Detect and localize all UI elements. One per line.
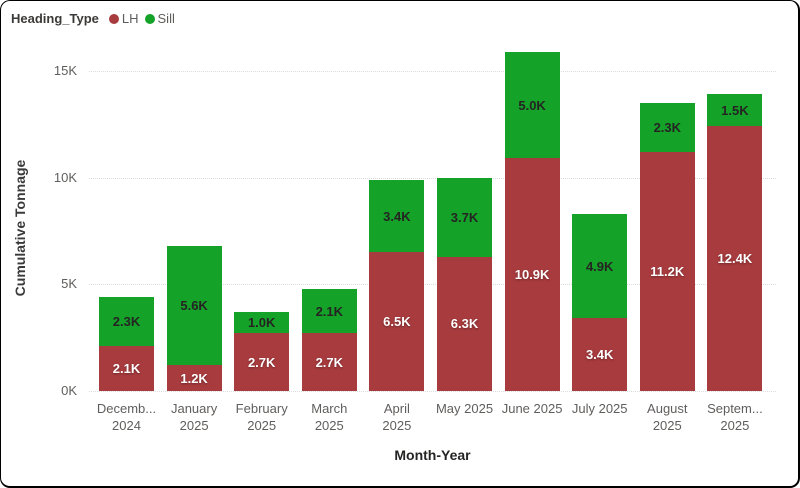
bar-segment-value-label: 1.5K — [721, 102, 749, 118]
legend-item-label: LH — [121, 11, 139, 26]
bar-segment-value-label: 12.4K — [717, 251, 753, 267]
bar-segment-sill[interactable]: 5.6K — [166, 245, 222, 366]
x-tick-label-line: Decemb... — [96, 401, 157, 416]
legend-color-dot — [108, 13, 119, 24]
y-tick-label: 5K — [61, 276, 77, 292]
bar-segment-value-label: 5.0K — [518, 97, 546, 113]
bar-segment-value-label: 1.2K — [180, 370, 208, 386]
x-tick-label: April 2025 — [352, 400, 442, 434]
x-tick-label: May 2025 — [420, 400, 510, 417]
bar-segment-lh[interactable]: 6.5K — [369, 252, 425, 391]
gridline-5K — [89, 284, 776, 286]
legend-item-sill[interactable]: Sill — [144, 11, 175, 26]
bar-segment-lh[interactable]: 2.7K — [234, 333, 290, 391]
x-tick-label-line: 2024 — [112, 418, 141, 433]
bar-segment-sill[interactable]: 5.0K — [504, 51, 560, 159]
bar-may-2025[interactable]: 6.3K 3.7K — [437, 177, 492, 391]
bar-segment-value-label: 11.2K — [650, 264, 685, 280]
bar-april-2025[interactable]: 6.5K 3.4K — [369, 179, 425, 391]
legend-item-label: Sill — [157, 11, 175, 26]
legend-title: Heading_Type — [11, 11, 99, 26]
x-tick-label-line: 2025 — [652, 418, 682, 433]
bar-segment-value-label: 3.4K — [383, 208, 411, 224]
y-tick-label: 15K — [53, 63, 77, 78]
bar-segment-value-label: 1.0K — [247, 315, 276, 331]
x-tick-label: March 2025 — [284, 400, 374, 434]
x-tick-label-line: February — [235, 401, 288, 416]
x-tick-label: Septem... 2025 — [690, 400, 780, 434]
bar-segment-value-label: 2.1K — [315, 303, 344, 319]
bar-march-2025[interactable]: 2.7K 2.1K — [301, 288, 357, 391]
bar-segment-sill[interactable]: 2.3K — [639, 103, 695, 153]
bar-segment-sill[interactable]: 3.7K — [437, 177, 492, 257]
x-tick-label-line: Septem... — [707, 401, 763, 416]
legend-color-dot — [144, 13, 155, 24]
bar-segment-lh[interactable]: 10.9K — [504, 158, 560, 391]
bar-segment-value-label: 3.4K — [585, 347, 614, 363]
bar-august-2025[interactable]: 11.2K 2.3K — [639, 103, 695, 391]
bar-septem-2025[interactable]: 12.4K 1.5K — [707, 94, 763, 391]
bar-january-2025[interactable]: 1.2K 5.6K — [166, 245, 222, 391]
bar-february-2025[interactable]: 2.7K 1.0K — [234, 312, 290, 391]
bar-segment-sill[interactable]: 4.9K — [572, 213, 628, 319]
bar-segment-value-label: 6.5K — [383, 314, 411, 330]
x-tick-label: Decemb... 2024 — [82, 400, 172, 434]
bar-segment-lh[interactable]: 2.7K — [301, 333, 357, 391]
x-tick-label: February 2025 — [217, 400, 307, 434]
bar-segment-value-label: 2.7K — [247, 354, 276, 370]
legend: Heading_Type LH Sill — [11, 11, 175, 26]
gridline-0K — [89, 391, 776, 392]
x-tick-label-line: 2025 — [382, 418, 412, 433]
x-tick-label-line: 2025 — [179, 418, 209, 433]
bar-segment-value-label: 2.3K — [112, 314, 141, 330]
y-tick-label: 0K — [61, 383, 77, 398]
bar-segment-lh[interactable]: 6.3K — [437, 256, 492, 391]
x-axis-title: Month-Year — [394, 447, 471, 463]
bar-segment-sill[interactable]: 2.3K — [99, 297, 154, 347]
bar-segment-value-label: 3.7K — [450, 209, 479, 225]
x-tick-label: June 2025 — [487, 400, 577, 417]
gridline-10K — [89, 177, 776, 179]
x-tick-label: August 2025 — [622, 400, 712, 434]
bar-segment-value-label: 2.1K — [112, 361, 141, 377]
x-tick-label-line: 2025 — [314, 418, 344, 433]
bar-segment-sill[interactable]: 1.5K — [707, 94, 763, 127]
x-tick-label: January 2025 — [149, 400, 239, 434]
bar-segment-lh[interactable]: 12.4K — [707, 126, 763, 391]
bar-segment-sill[interactable]: 1.0K — [234, 312, 290, 334]
plot-area: 2.1K 2.3K 1.2K 5.6K 2.7K 1.0K 2.7K 2.1K 6.5K 3.4K… — [89, 49, 776, 392]
bar-segment-value-label: 6.3K — [450, 316, 479, 332]
bar-segment-value-label: 10.9K — [514, 267, 550, 283]
x-tick-label-line: March — [311, 401, 348, 416]
x-tick-label-line: January — [170, 401, 218, 416]
x-tick-label-line: July 2025 — [571, 401, 628, 416]
bar-segment-value-label: 2.7K — [315, 354, 344, 370]
x-tick-label-line: April — [383, 401, 410, 416]
x-tick-label-line: June 2025 — [501, 401, 563, 416]
bar-segment-value-label: 4.9K — [585, 258, 614, 274]
bar-segment-sill[interactable]: 2.1K — [301, 288, 357, 334]
y-axis-title: Cumulative Tonnage — [12, 159, 28, 297]
bar-segment-lh[interactable]: 3.4K — [572, 318, 628, 391]
bar-segment-value-label: 2.3K — [653, 120, 682, 136]
x-tick-label-line: August — [647, 401, 688, 416]
gridline-15K — [89, 71, 776, 72]
x-tick-label-line: May 2025 — [435, 401, 494, 416]
legend-item-lh[interactable]: LH — [108, 11, 139, 26]
bar-segment-value-label: 5.6K — [180, 298, 208, 314]
bar-segment-lh[interactable]: 2.1K — [99, 346, 154, 391]
bar-july-2025[interactable]: 3.4K 4.9K — [572, 213, 628, 391]
x-tick-label: July 2025 — [555, 400, 645, 417]
bar-decemb-2024[interactable]: 2.1K 2.3K — [99, 297, 154, 391]
y-tick-label: 10K — [53, 169, 77, 185]
bar-june-2025[interactable]: 10.9K 5.0K — [504, 51, 560, 391]
bar-segment-sill[interactable]: 3.4K — [369, 179, 425, 253]
bar-segment-lh[interactable]: 1.2K — [166, 365, 222, 391]
x-tick-label-line: 2025 — [247, 418, 277, 433]
x-tick-label-line: 2025 — [720, 418, 750, 433]
bar-segment-lh[interactable]: 11.2K — [639, 152, 695, 391]
